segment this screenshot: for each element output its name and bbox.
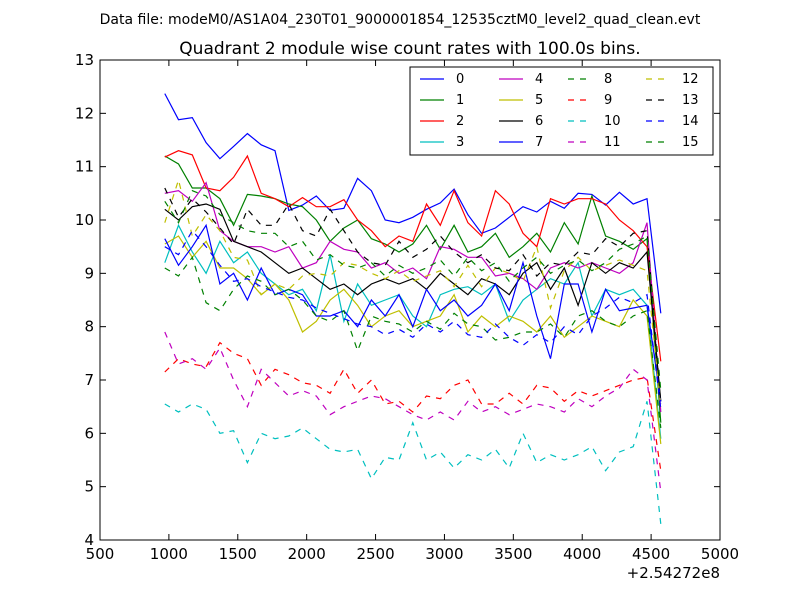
series-line-12 <box>164 177 662 407</box>
series-line-9 <box>164 341 662 471</box>
legend-label-13: 13 <box>682 93 699 108</box>
legend-label-7: 7 <box>535 135 543 150</box>
y-tick-label: 9 <box>84 264 94 282</box>
x-tick-label: 4000 <box>563 545 601 563</box>
plot-area <box>164 93 662 525</box>
y-tick-label: 12 <box>75 104 94 122</box>
x-tick-label: 3000 <box>425 545 463 563</box>
legend-label-6: 6 <box>535 114 543 129</box>
series-line-14 <box>164 229 662 410</box>
series-line-2 <box>164 150 662 362</box>
x-tick-label: 3500 <box>494 545 532 563</box>
x-tick-label: 500 <box>86 545 115 563</box>
series-line-10 <box>164 401 662 525</box>
legend-label-15: 15 <box>682 135 699 150</box>
x-tick-label: 1000 <box>150 545 188 563</box>
legend-label-9: 9 <box>604 93 612 108</box>
legend-label-1: 1 <box>456 93 464 108</box>
y-tick-label: 13 <box>75 51 94 69</box>
legend-label-11: 11 <box>604 135 621 150</box>
x-tick-label: 1500 <box>219 545 257 563</box>
y-tick-label: 10 <box>75 211 94 229</box>
legend-label-12: 12 <box>682 72 699 87</box>
x-tick-label: 5000 <box>701 545 739 563</box>
legend-box <box>409 66 714 156</box>
legend-label-4: 4 <box>535 72 543 87</box>
x-offset-label: +2.54272e8 <box>627 564 720 582</box>
x-tick-label: 4500 <box>632 545 670 563</box>
series-line-8 <box>164 255 662 429</box>
y-tick-label: 6 <box>84 424 94 442</box>
y-tick-label: 5 <box>84 478 94 496</box>
legend-label-0: 0 <box>456 72 464 87</box>
y-tick-label: 11 <box>75 158 94 176</box>
legend-label-14: 14 <box>682 114 699 129</box>
legend-label-2: 2 <box>456 114 464 129</box>
legend-label-10: 10 <box>604 114 621 129</box>
series-line-11 <box>164 331 662 493</box>
legend-label-8: 8 <box>604 72 612 87</box>
series-line-6 <box>164 203 662 402</box>
legend-label-3: 3 <box>456 135 464 150</box>
series-line-0 <box>164 93 662 314</box>
legend-label-5: 5 <box>535 93 543 108</box>
x-tick-label: 2000 <box>288 545 326 563</box>
y-tick-label: 8 <box>84 318 94 336</box>
series-line-13 <box>164 187 662 405</box>
chart-title: Quadrant 2 module wise count rates with … <box>179 39 640 59</box>
y-tick-label: 7 <box>84 371 94 389</box>
chart-suptitle: Data file: modeM0/AS1A04_230T01_90000018… <box>100 12 701 28</box>
axis-ticks: 500 1000 1500 2000 2500 3000 3500 4000 4500 5000 4… <box>75 51 739 563</box>
series-line-1 <box>164 155 662 423</box>
x-tick-label: 2500 <box>356 545 394 563</box>
series-line-15 <box>164 189 662 391</box>
series-line-7 <box>164 223 662 402</box>
plot-frame <box>99 59 721 541</box>
series-line-3 <box>164 223 662 439</box>
y-tick-label: 4 <box>84 531 94 549</box>
